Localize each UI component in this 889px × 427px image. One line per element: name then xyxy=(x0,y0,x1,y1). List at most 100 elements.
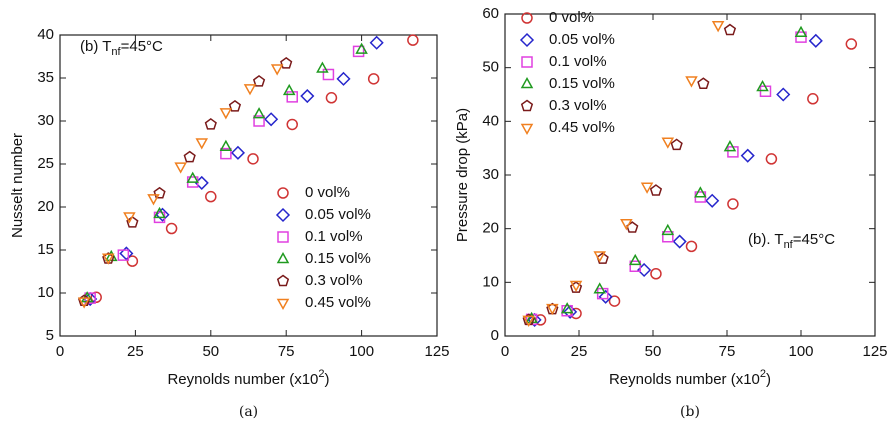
annotation-part: (b) T xyxy=(80,38,111,55)
marker xyxy=(165,222,178,235)
marker xyxy=(183,150,196,163)
legend-marker xyxy=(277,231,289,243)
marker xyxy=(355,42,368,54)
marker xyxy=(300,88,315,104)
y-tick-label: 50 xyxy=(482,59,499,76)
marker xyxy=(84,292,96,304)
marker xyxy=(727,146,739,158)
marker xyxy=(153,206,166,219)
marker xyxy=(694,186,707,198)
y-axis-label: Pressure drop (kPa) xyxy=(454,108,471,242)
x-label-sup: 2 xyxy=(318,368,324,380)
marker xyxy=(219,108,233,120)
marker xyxy=(685,240,698,253)
marker xyxy=(705,193,720,208)
marker xyxy=(649,184,663,196)
x-label-part: Reynolds number (x10 xyxy=(609,371,760,388)
x-tick-label: 75 xyxy=(278,343,295,360)
marker xyxy=(77,297,91,309)
marker xyxy=(629,260,641,272)
marker xyxy=(270,64,284,76)
y-tick-label: 30 xyxy=(482,166,499,183)
marker xyxy=(252,107,266,119)
marker xyxy=(672,234,687,249)
marker xyxy=(522,315,535,327)
marker xyxy=(247,153,259,165)
marker xyxy=(650,268,662,280)
marker xyxy=(569,280,583,293)
x-tick-label: 25 xyxy=(571,343,588,360)
marker xyxy=(596,252,609,264)
marker xyxy=(795,31,807,43)
y-tick-label: 10 xyxy=(482,273,499,290)
marker xyxy=(527,312,542,327)
legend-marker xyxy=(520,76,534,89)
marker xyxy=(740,148,755,163)
marker xyxy=(286,91,298,103)
marker xyxy=(756,79,769,92)
marker xyxy=(230,145,246,160)
y-tick-label: 0 xyxy=(491,327,499,344)
legend-label: 0.3 vol% xyxy=(549,97,607,114)
legend-marker xyxy=(275,207,291,223)
x-label-part: ) xyxy=(325,371,330,388)
legend-label: 0.05 vol% xyxy=(305,206,371,223)
marker xyxy=(220,147,232,160)
marker xyxy=(807,93,819,105)
marker xyxy=(252,75,266,87)
y-tick-label: 20 xyxy=(37,198,54,215)
y-tick-label: 60 xyxy=(482,5,499,22)
marker xyxy=(316,61,329,73)
annotation: (b) Tnf=45°C xyxy=(80,38,163,58)
marker xyxy=(367,73,380,85)
y-tick-label: 40 xyxy=(37,26,54,43)
marker xyxy=(123,212,136,224)
marker xyxy=(727,198,739,210)
y-tick-label: 5 xyxy=(46,327,54,344)
marker xyxy=(119,246,134,261)
annotation-part: =45°C xyxy=(793,231,835,248)
marker xyxy=(546,303,559,316)
marker xyxy=(228,99,242,112)
y-tick-label: 20 xyxy=(482,220,499,237)
x-axis-label: Reynolds number (x102) xyxy=(167,368,329,388)
plot-frame xyxy=(59,34,438,337)
marker xyxy=(147,194,160,206)
marker xyxy=(723,140,737,152)
marker xyxy=(640,182,654,194)
x-tick-label: 50 xyxy=(645,343,662,360)
marker xyxy=(336,71,351,86)
legend-label: 0.1 vol% xyxy=(549,53,607,70)
legend-marker xyxy=(521,56,533,68)
marker xyxy=(598,289,613,304)
legend-label: 0.15 vol% xyxy=(305,250,371,267)
marker xyxy=(563,304,578,319)
legend-label: 0 vol% xyxy=(549,9,594,26)
x-label-part: Reynolds number (x10 xyxy=(167,371,318,388)
marker xyxy=(286,118,298,131)
x-tick-label: 75 xyxy=(719,343,736,360)
annotation-part: =45°C xyxy=(121,38,163,55)
marker xyxy=(219,139,233,152)
marker xyxy=(723,23,737,36)
x-axis-label: Reynolds number (x102) xyxy=(609,368,771,388)
legend-marker xyxy=(276,251,290,264)
legend-marker xyxy=(519,32,535,48)
marker xyxy=(352,45,365,58)
annotation-sub: nf xyxy=(111,46,121,58)
legend-marker xyxy=(276,298,290,311)
y-tick-label: 10 xyxy=(37,284,54,301)
marker xyxy=(697,77,710,89)
x-tick-label: 125 xyxy=(424,343,449,360)
y-tick-label: 40 xyxy=(482,112,499,129)
marker xyxy=(264,112,279,127)
marker xyxy=(808,33,823,48)
marker xyxy=(662,230,674,243)
marker xyxy=(661,223,675,236)
marker xyxy=(711,21,725,33)
y-axis-label: Nusselt number xyxy=(9,133,26,238)
marker xyxy=(560,302,574,314)
x-tick-label: 100 xyxy=(788,343,813,360)
y-tick-label: 15 xyxy=(37,241,54,258)
legend-label: 0.45 vol% xyxy=(305,294,371,311)
